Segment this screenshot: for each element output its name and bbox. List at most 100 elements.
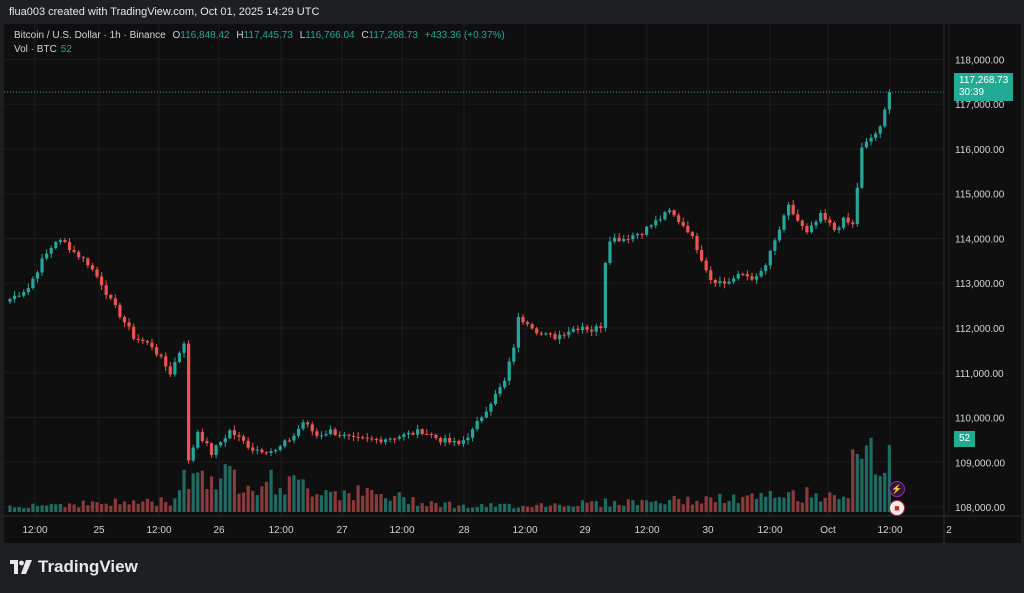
volume-bar (832, 495, 836, 512)
candle-body (443, 437, 447, 443)
candle (283, 439, 287, 449)
candle (819, 210, 823, 224)
volume-bar (562, 506, 566, 512)
volume-bar (58, 504, 62, 512)
candle-body (718, 281, 722, 284)
candle (177, 351, 182, 364)
candle (713, 278, 717, 288)
volume-bar (796, 501, 800, 512)
candle (104, 280, 108, 300)
candle (269, 448, 273, 457)
candle-body (136, 338, 140, 340)
candle (585, 324, 589, 334)
candle-body (361, 437, 365, 439)
volume-bar (95, 502, 99, 512)
candle-body (95, 269, 99, 277)
x-tick-label: 12:00 (22, 525, 47, 536)
volume-bar (498, 503, 502, 512)
y-tick-label: 113,000.00 (955, 279, 1005, 290)
candle (22, 289, 26, 298)
volume-bar (26, 508, 30, 512)
candle-body (622, 239, 626, 242)
volume-bar (805, 487, 809, 512)
candle (622, 234, 626, 243)
candle (77, 250, 81, 260)
candle-body (539, 333, 543, 335)
volume-bar (438, 507, 443, 512)
candle (626, 234, 630, 244)
candle (498, 383, 502, 397)
volume-bar (127, 504, 131, 512)
candle (599, 322, 603, 333)
volume-bar (507, 503, 511, 512)
candle-body (182, 343, 186, 353)
event-lightning-icon[interactable]: ⚡ (889, 481, 905, 497)
price-chart[interactable]: 118,000.00 117,000.00 116,000.00 115,000.00… (4, 24, 1021, 543)
candle (635, 232, 640, 240)
x-tick-label: 27 (336, 525, 348, 536)
volume-bar (732, 494, 736, 512)
candle-body (17, 295, 21, 297)
candle-body (699, 250, 704, 261)
candle-body (686, 225, 690, 233)
volume-bar (420, 503, 424, 512)
volume-bar (841, 496, 846, 512)
close-value: 117,268.73 (368, 30, 418, 41)
candle-body (416, 429, 420, 435)
candle-body (773, 240, 777, 251)
x-tick-label: 12:00 (389, 525, 414, 536)
candle (49, 245, 53, 259)
x-tick-label: 12:00 (268, 525, 293, 536)
candle (677, 212, 681, 225)
volume-bar (196, 472, 200, 512)
candle-body (713, 279, 717, 284)
candle (191, 444, 195, 463)
volume-bar (347, 493, 351, 512)
candle (35, 270, 40, 283)
candle (310, 421, 314, 436)
candle-body (35, 272, 40, 279)
us-flag-icon[interactable]: ■ (889, 500, 905, 516)
candle (663, 210, 667, 221)
candle-body (864, 141, 869, 148)
watermark-text: TradingView (38, 557, 138, 576)
candle (205, 437, 209, 447)
candle (745, 270, 749, 281)
candle-body (493, 393, 498, 405)
volume-bar (516, 507, 520, 512)
candle-body (823, 213, 827, 220)
volume-label[interactable]: Vol · BTC (14, 44, 57, 55)
candle (150, 338, 154, 351)
candle (612, 233, 617, 244)
candle (388, 437, 392, 443)
volume-bar (45, 505, 49, 512)
candle-body (177, 352, 182, 363)
volume-bar (168, 505, 172, 512)
candle-body (113, 298, 117, 305)
symbol-title[interactable]: Bitcoin / U.S. Dollar · 1h · Binance (14, 30, 166, 41)
candle-body (727, 281, 731, 284)
candle-body (278, 446, 282, 450)
volume-bar (154, 505, 159, 512)
candle (759, 267, 763, 278)
candle-body (567, 331, 571, 336)
candle-body (329, 429, 333, 435)
volume-bar (338, 500, 342, 512)
candle-body (58, 240, 62, 243)
candle-body (287, 440, 291, 442)
candle-body (292, 435, 296, 441)
candle (649, 223, 653, 229)
candle (292, 433, 296, 444)
volume-bar (283, 494, 287, 512)
candle-body (196, 431, 200, 448)
candle (525, 320, 530, 327)
volume-bar (443, 502, 447, 512)
candle (31, 276, 35, 290)
candle-body (571, 328, 575, 332)
chart-frame[interactable]: 118,000.00 117,000.00 116,000.00 115,000.00… (4, 24, 1021, 543)
volume-bar (658, 503, 662, 512)
candle (425, 429, 429, 436)
candle-body (393, 438, 397, 440)
candle (512, 343, 516, 365)
volume-bar (173, 498, 177, 512)
